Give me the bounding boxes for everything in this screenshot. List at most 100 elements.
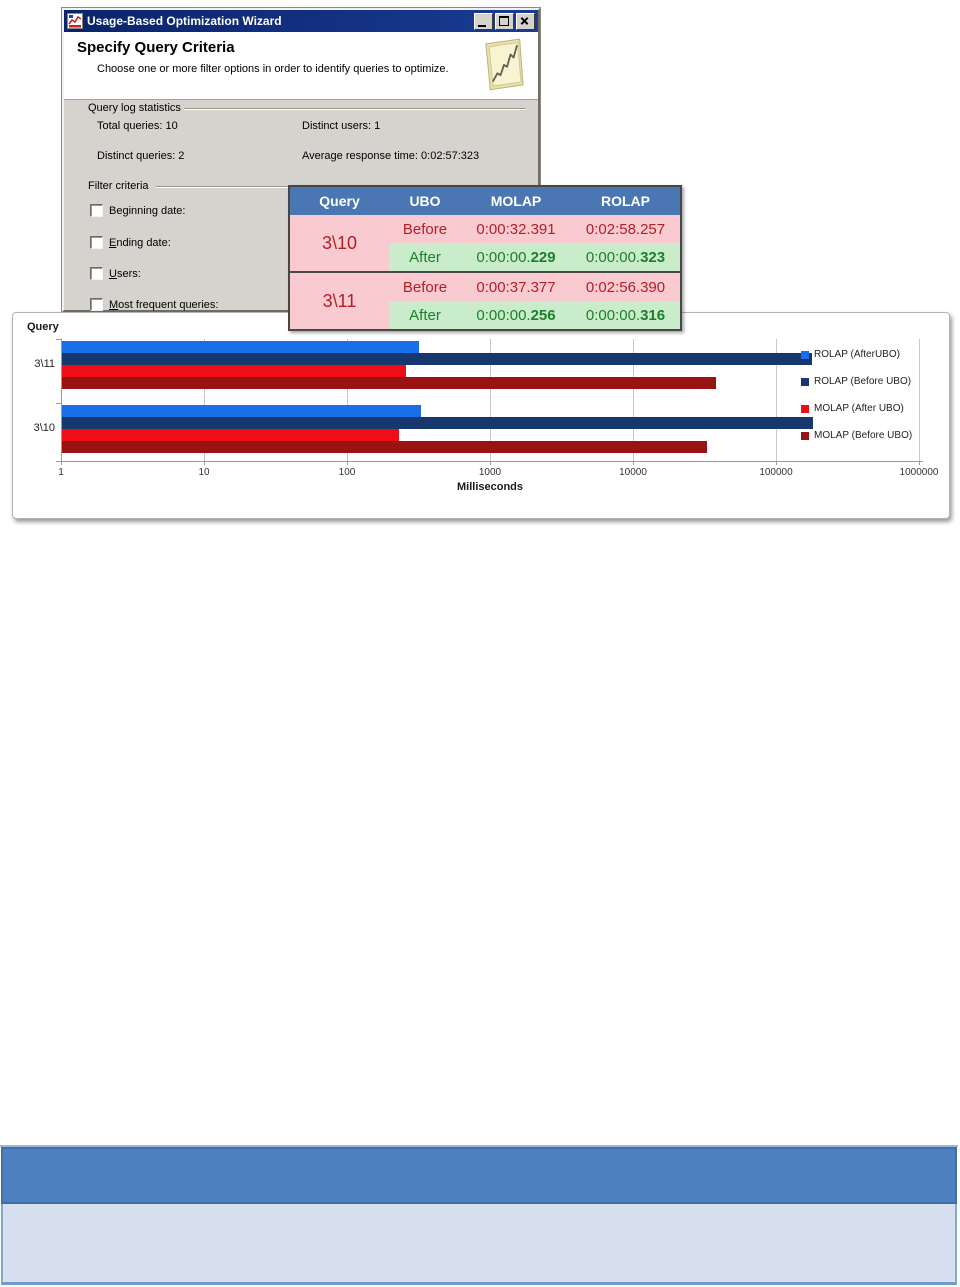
legend-label: MOLAP (Before UBO) <box>814 430 913 441</box>
chart-gridline <box>204 339 205 461</box>
chart-gridline <box>490 339 491 461</box>
bottom-table-body-band <box>1 1204 957 1285</box>
ubo-phase-cell: After <box>389 243 461 272</box>
usage-based-optimization-wizard-dialog: Usage-Based Optimization Wizard Specify … <box>61 7 541 313</box>
chart-bar <box>62 365 406 377</box>
legend-entry: ROLAP (Before UBO) <box>801 368 912 395</box>
checkbox-label[interactable]: Users: <box>109 267 141 280</box>
y-axis-tick <box>56 403 61 404</box>
chart-y-axis-label: Query <box>27 321 59 333</box>
comparison-table-header-row: Query UBO MOLAP ROLAP <box>289 186 681 215</box>
chart-bar <box>62 441 707 453</box>
x-axis-tick <box>776 461 777 465</box>
checkbox-label[interactable]: Most frequent queries: <box>109 298 219 311</box>
comparison-table-row: After 0:00:00.229 0:00:00.323 <box>289 243 681 272</box>
ubo-phase-cell: Before <box>389 215 461 243</box>
checkbox[interactable] <box>90 204 103 217</box>
bottom-table-header-band <box>1 1147 957 1204</box>
chart-wizard-icon <box>485 38 524 91</box>
checkbox[interactable] <box>90 267 103 280</box>
legend-label: ROLAP (AfterUBO) <box>814 349 900 360</box>
page-title: Specify Query Criteria <box>77 39 235 56</box>
legend-swatch-icon <box>801 431 809 440</box>
comparison-table-header-cell: UBO <box>389 186 461 215</box>
checkbox[interactable] <box>90 298 103 311</box>
query-id-cell: 3\11 <box>289 271 389 330</box>
chart-gridline <box>776 339 777 461</box>
comparison-table-row: 3\10 Before 0:00:32.391 0:02:58.257 <box>289 215 681 272</box>
chart-bar <box>62 429 399 441</box>
x-axis-tick-label: 1000000 <box>899 467 939 478</box>
stat-total-queries: Total queries: 10 <box>97 120 178 132</box>
query-id-cell: 3\10 <box>289 215 389 272</box>
minimize-button[interactable] <box>474 12 493 30</box>
molap-time-cell: 0:00:00.256 <box>461 301 571 330</box>
x-axis-tick-label: 1000 <box>478 467 502 478</box>
ubo-phase-cell: Before <box>389 271 461 301</box>
comparison-table-header-cell: Query <box>289 186 389 215</box>
maximize-icon <box>499 15 509 26</box>
comparison-table-row: After 0:00:00.256 0:00:00.316 <box>289 301 681 330</box>
maximize-button[interactable] <box>495 12 514 30</box>
filter-group-label: Filter criteria <box>85 180 152 192</box>
y-axis-category-label: 3\11 <box>34 358 55 370</box>
filter-option-row: Most frequent queries: <box>90 298 218 311</box>
y-axis-tick <box>56 339 61 340</box>
comparison-table-header-cell: MOLAP <box>461 186 571 215</box>
page-subtitle: Choose one or more filter options in ord… <box>97 63 449 75</box>
chart-bar <box>62 417 813 429</box>
x-axis-tick <box>61 461 62 465</box>
legend-swatch-icon <box>801 377 809 386</box>
bottom-table-outer-edge <box>0 1145 958 1147</box>
checkbox-label[interactable]: Beginning date: <box>109 204 186 217</box>
x-axis-tick <box>633 461 634 465</box>
comparison-table-header-cell: ROLAP <box>571 186 681 215</box>
checkbox[interactable] <box>90 236 103 249</box>
stat-distinct-queries: Distinct queries: 2 <box>97 150 185 162</box>
y-axis-category-label: 3\10 <box>33 422 55 434</box>
chart-bar <box>62 353 812 365</box>
x-axis-tick-label: 100000 <box>759 467 793 478</box>
molap-time-cell: 0:00:32.391 <box>461 215 571 243</box>
x-axis-tick-label: 10 <box>198 467 210 478</box>
rolap-time-cell: 0:02:58.257 <box>571 215 681 243</box>
filter-option-row: Beginning date: <box>90 204 185 217</box>
legend-entry: ROLAP (AfterUBO) <box>801 341 912 368</box>
molap-time-cell: 0:00:37.377 <box>461 271 571 301</box>
legend-label: MOLAP (After UBO) <box>814 403 904 414</box>
dialog-titlebar[interactable]: Usage-Based Optimization Wizard <box>64 10 538 32</box>
rolap-time-cell: 0:02:56.390 <box>571 271 681 301</box>
x-axis-tick-label: 10000 <box>619 467 647 478</box>
chart-legend: ROLAP (AfterUBO) ROLAP (Before UBO) MOLAP … <box>801 341 912 449</box>
y-axis-line <box>61 339 62 461</box>
filter-option-row: Users: <box>90 267 141 280</box>
x-axis-tick-label: 1 <box>58 467 64 478</box>
close-button[interactable] <box>516 12 535 30</box>
chart-gridline <box>633 339 634 461</box>
y-axis-tick <box>56 461 61 462</box>
legend-entry: MOLAP (Before UBO) <box>801 422 912 449</box>
stat-distinct-users: Distinct users: 1 <box>302 120 381 132</box>
legend-entry: MOLAP (After UBO) <box>801 395 912 422</box>
response-time-chart: Query Milliseconds 1 10 100 1000 10000 100000… <box>12 312 950 519</box>
chart-gridline <box>347 339 348 461</box>
checkbox-label[interactable]: Ending date: <box>109 236 171 249</box>
stat-average-response-time: Average response time: 0:02:57:323 <box>302 150 480 162</box>
chart-gridline <box>919 339 920 461</box>
stats-group-line <box>182 108 526 110</box>
chart-bar <box>62 377 716 389</box>
chart-bar <box>62 405 421 417</box>
app-icon <box>67 13 83 29</box>
chart-x-axis-label: Milliseconds <box>456 481 524 493</box>
x-axis-line <box>61 461 923 462</box>
chart-bar <box>62 341 419 353</box>
x-axis-tick <box>919 461 920 465</box>
legend-swatch-icon <box>801 404 809 413</box>
x-axis-tick <box>204 461 205 465</box>
filter-option-row: Ending date: <box>90 236 171 249</box>
dialog-header: Specify Query Criteria Choose one or mor… <box>64 32 538 100</box>
rolap-time-cell: 0:00:00.323 <box>571 243 681 272</box>
minimize-icon <box>478 24 486 27</box>
legend-swatch-icon <box>801 350 809 359</box>
rolap-time-cell: 0:00:00.316 <box>571 301 681 330</box>
